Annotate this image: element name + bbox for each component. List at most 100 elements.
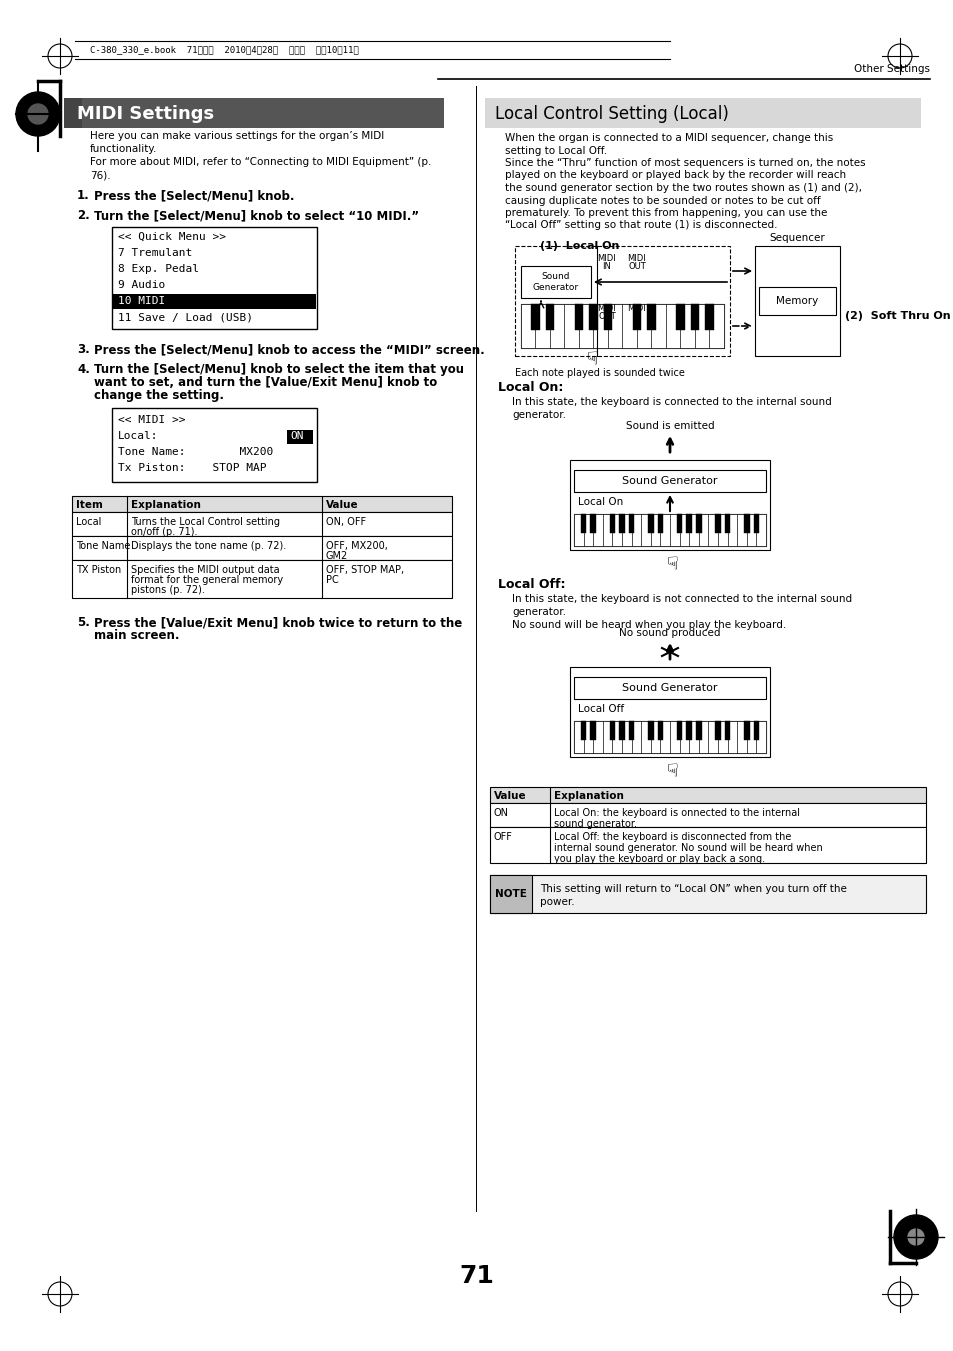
Bar xyxy=(583,513,593,546)
Text: No sound produced: No sound produced xyxy=(618,628,720,638)
Bar xyxy=(618,721,624,739)
Bar xyxy=(676,721,681,739)
Bar xyxy=(631,721,640,753)
Text: setting to Local Off.: setting to Local Off. xyxy=(504,146,606,155)
Text: Since the “Thru” function of most sequencers is turned on, the notes: Since the “Thru” function of most sequen… xyxy=(504,158,864,168)
Bar xyxy=(574,721,765,753)
Text: MIDI Settings: MIDI Settings xyxy=(77,105,213,123)
Text: Local On: the keyboard is onnected to the internal: Local On: the keyboard is onnected to th… xyxy=(554,808,800,817)
Bar xyxy=(564,304,578,349)
Bar xyxy=(659,721,669,753)
Text: on/off (p. 71).: on/off (p. 71). xyxy=(131,527,197,536)
Text: played on the keyboard or played back by the recorder will reach: played on the keyboard or played back by… xyxy=(504,170,845,181)
Text: GM2: GM2 xyxy=(326,551,348,561)
Text: Here you can make various settings for the organ’s MIDI: Here you can make various settings for t… xyxy=(90,131,384,141)
Bar xyxy=(737,721,746,753)
Bar xyxy=(71,536,452,561)
Text: Sequencer: Sequencer xyxy=(768,232,824,243)
Text: 5.: 5. xyxy=(77,616,90,630)
Bar xyxy=(657,513,662,532)
Bar xyxy=(590,721,596,739)
Text: main screen.: main screen. xyxy=(94,630,179,642)
Text: ON: ON xyxy=(290,431,303,440)
Bar xyxy=(690,304,699,330)
Bar xyxy=(622,304,637,349)
Bar xyxy=(724,513,730,532)
Text: NOTE: NOTE xyxy=(495,889,526,898)
Bar xyxy=(640,721,650,753)
Bar xyxy=(685,513,691,532)
Text: Explanation: Explanation xyxy=(131,500,201,509)
Text: (1)  Local On: (1) Local On xyxy=(539,240,618,251)
Bar xyxy=(618,513,624,532)
Bar xyxy=(490,875,925,913)
Bar xyxy=(718,513,727,546)
Bar xyxy=(647,513,653,532)
Bar xyxy=(580,513,586,532)
Text: generator.: generator. xyxy=(512,409,565,420)
Bar xyxy=(756,513,765,546)
Bar xyxy=(688,721,698,753)
Text: OFF, MX200,: OFF, MX200, xyxy=(326,540,388,551)
Text: 9 Audio: 9 Audio xyxy=(118,280,165,290)
Bar xyxy=(520,266,590,299)
Text: In this state, the keyboard is connected to the internal sound: In this state, the keyboard is connected… xyxy=(512,397,831,407)
Text: Local Off: the keyboard is disconnected from the: Local Off: the keyboard is disconnected … xyxy=(554,832,791,842)
Text: Memory: Memory xyxy=(775,296,818,305)
Text: Turn the [Select/Menu] knob to select “10 MIDI.”: Turn the [Select/Menu] knob to select “1… xyxy=(94,209,418,222)
Text: prematurely. To prevent this from happening, you can use the: prematurely. To prevent this from happen… xyxy=(504,208,826,218)
Text: format for the general memory: format for the general memory xyxy=(131,576,283,585)
Bar xyxy=(646,304,655,330)
Text: ON, OFF: ON, OFF xyxy=(326,517,366,527)
Text: internal sound generator. No sound will be heard when: internal sound generator. No sound will … xyxy=(554,843,821,852)
Bar xyxy=(569,459,769,550)
Text: 3.: 3. xyxy=(77,343,90,357)
Text: Explanation: Explanation xyxy=(554,790,623,801)
Text: 10 MIDI: 10 MIDI xyxy=(118,296,165,305)
Bar xyxy=(756,721,765,753)
Bar xyxy=(612,721,621,753)
Bar xyxy=(602,513,612,546)
Bar xyxy=(695,721,701,739)
Text: OFF: OFF xyxy=(494,832,513,842)
Text: MIDI: MIDI xyxy=(627,254,646,263)
Text: ☞: ☞ xyxy=(580,350,598,366)
Bar xyxy=(676,304,684,330)
Bar xyxy=(650,721,659,753)
Bar xyxy=(112,408,316,482)
Text: 1.: 1. xyxy=(77,189,90,203)
Bar xyxy=(609,513,615,532)
Bar xyxy=(621,513,631,546)
Text: “Local Off” setting so that route (1) is disconnected.: “Local Off” setting so that route (1) is… xyxy=(504,220,777,231)
Bar xyxy=(574,470,765,492)
Bar xyxy=(669,513,679,546)
Text: Sound Generator: Sound Generator xyxy=(621,476,717,486)
Bar xyxy=(71,561,452,598)
Bar xyxy=(593,721,602,753)
Text: MIDI: MIDI xyxy=(597,304,616,313)
Bar xyxy=(679,304,695,349)
Text: C-380_330_e.book  71ページ  2010年4月28日  水曜日  午後10時11分: C-380_330_e.book 71ページ 2010年4月28日 水曜日 午後… xyxy=(90,46,358,54)
Text: Local Off:: Local Off: xyxy=(497,578,565,590)
Bar xyxy=(727,513,737,546)
Bar xyxy=(590,513,596,532)
Bar xyxy=(651,304,665,349)
Bar xyxy=(574,513,583,546)
Bar xyxy=(490,788,925,802)
Bar xyxy=(520,304,723,349)
Bar xyxy=(743,513,749,532)
Text: Local:: Local: xyxy=(118,431,158,440)
Text: << Quick Menu >>: << Quick Menu >> xyxy=(118,232,226,242)
Text: TX Piston: TX Piston xyxy=(76,565,121,576)
Text: Tx Piston:    STOP MAP: Tx Piston: STOP MAP xyxy=(118,463,266,473)
Bar xyxy=(708,721,718,753)
Bar xyxy=(685,721,691,739)
Text: Local: Local xyxy=(76,517,101,527)
Text: Local On:: Local On: xyxy=(497,381,563,394)
Bar xyxy=(578,304,593,349)
Bar xyxy=(632,304,640,330)
Bar xyxy=(698,721,708,753)
Text: Item: Item xyxy=(76,500,103,509)
Text: 7 Tremulant: 7 Tremulant xyxy=(118,249,193,258)
Bar xyxy=(574,721,583,753)
